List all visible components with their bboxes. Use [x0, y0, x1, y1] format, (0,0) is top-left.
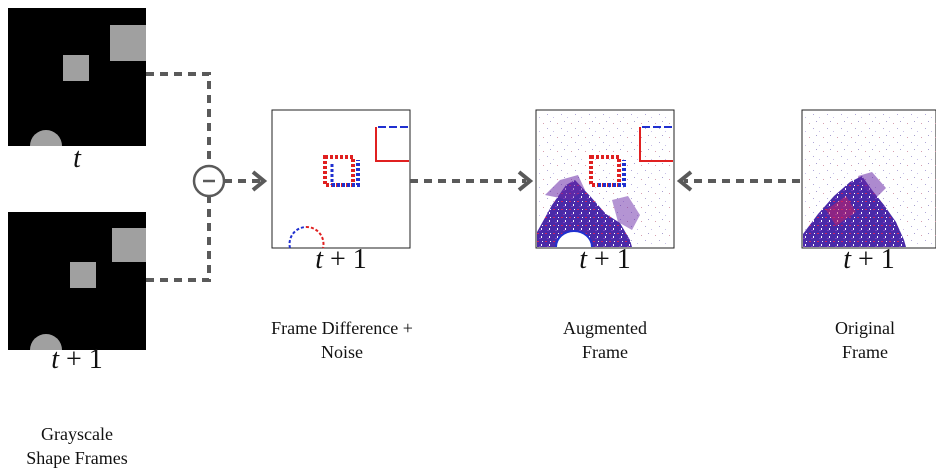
original-time-label: t + 1: [843, 244, 895, 275]
original-frame-image: [801, 109, 936, 249]
subtraction-connectors: [146, 72, 211, 282]
frame-difference-time-label: t + 1: [315, 244, 367, 275]
grayscale-caption: Grayscale Shape Frames: [26, 424, 128, 468]
grayscale-frame-t-plus-1: [8, 212, 146, 350]
arrow-to-augmented: [410, 170, 534, 192]
augmented-caption: Augmented Frame: [563, 318, 647, 362]
grayscale-frame-t: [8, 8, 146, 146]
arrow-to-frame-difference: [224, 170, 268, 192]
frame-t-label: t: [73, 143, 81, 174]
arrow-from-original: [676, 170, 800, 192]
augmented-frame-image: [535, 109, 675, 249]
frame-difference-image: [271, 109, 411, 249]
subtraction-operator-icon: [192, 164, 226, 198]
original-caption: Original Frame: [835, 318, 895, 362]
augmented-time-label: t + 1: [579, 244, 631, 275]
frame-difference-caption: Frame Difference + Noise: [271, 318, 413, 362]
grayscale-frame-t-plus-1-label: t + 1: [51, 344, 103, 375]
